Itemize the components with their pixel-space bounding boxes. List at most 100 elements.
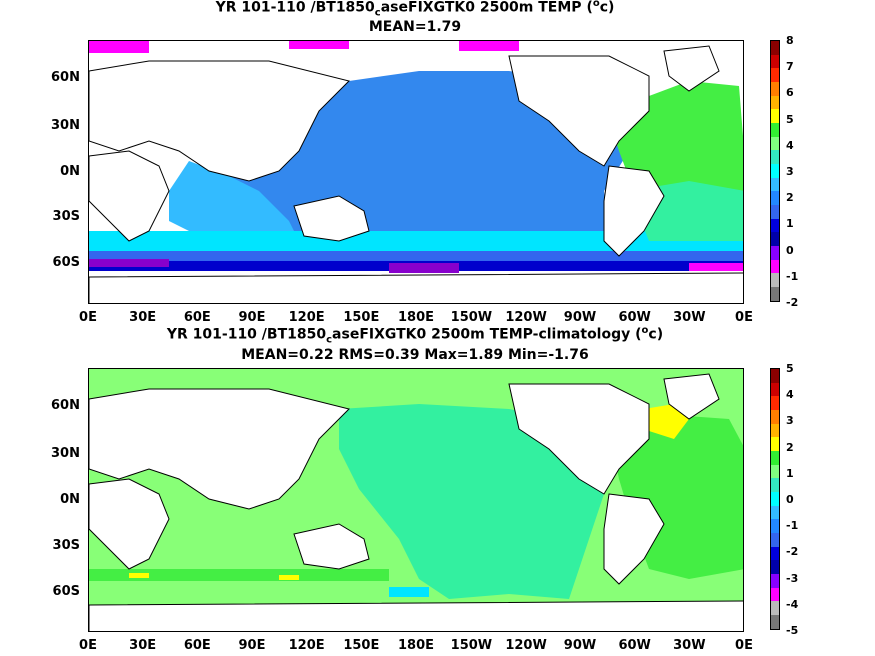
bottom-map-svg xyxy=(89,369,743,631)
bottom-lat-label: 60S xyxy=(52,584,80,599)
southern-yellow-patch xyxy=(129,573,149,578)
bottom-map-title: YR 101-110 /BT1850caseFIXGTK0 2500m TEMP… xyxy=(166,325,664,346)
top-map-svg xyxy=(89,41,743,303)
top-lat-label: 30N xyxy=(51,118,80,133)
lon-tick-label: 120W xyxy=(505,638,547,653)
land-south-america xyxy=(603,493,665,585)
colorbar-swatch xyxy=(771,82,779,96)
colorbar-swatch xyxy=(771,615,779,629)
colorbar-swatch xyxy=(771,123,779,137)
top-map-subtitle: MEAN=1.79 xyxy=(368,19,462,35)
colorbar-swatch xyxy=(771,109,779,124)
colorbar-swatch xyxy=(771,396,779,411)
southern-yellow-patch-2 xyxy=(279,575,299,580)
lon-tick-label: 60W xyxy=(618,638,651,653)
colorbar-swatch xyxy=(771,177,779,192)
lon-tick-label: 90E xyxy=(238,638,266,653)
land-greenland xyxy=(663,45,720,92)
colorbar-swatch xyxy=(771,41,779,55)
lon-tick-label: 30E xyxy=(129,310,157,325)
colorbar-swatch xyxy=(771,587,779,602)
bottom-map-subtitle: MEAN=0.22 RMS=0.39 Max=1.89 Min=-1.76 xyxy=(241,347,589,363)
north-atlantic-yellow xyxy=(644,404,689,439)
lon-tick-label: 120E xyxy=(288,310,325,325)
land-australia xyxy=(293,195,370,242)
land-north-america xyxy=(508,55,650,167)
lon-tick-label: 150W xyxy=(450,310,493,325)
bottom-lat-label: 0N xyxy=(60,492,80,507)
colorbar-tick-label: -1 xyxy=(786,269,799,283)
lon-tick-label: 0E xyxy=(735,638,753,653)
land-antarctica xyxy=(89,272,743,303)
colorbar-tick-label: 0 xyxy=(786,243,794,257)
colorbar-tick-label: 6 xyxy=(786,86,794,100)
colorbar-swatch xyxy=(771,136,779,151)
colorbar-swatch xyxy=(771,232,779,247)
colorbar-swatch xyxy=(771,68,779,83)
colorbar-tick-label: 4 xyxy=(786,388,794,402)
colorbar-swatch xyxy=(771,519,779,534)
southern-purple-patch xyxy=(89,259,169,267)
lon-tick-label: 150E xyxy=(343,310,380,325)
lon-tick-label: 60W xyxy=(618,310,651,325)
bottom-lat-label: 30N xyxy=(51,446,80,461)
colorbar-swatch xyxy=(771,478,779,493)
colorbar-swatch xyxy=(771,191,779,206)
southern-cyan-patch xyxy=(389,587,429,597)
arctic-magenta-east2 xyxy=(459,41,519,51)
southern-purple-patch-2 xyxy=(389,263,459,273)
bottom-lat-label: 30S xyxy=(52,538,80,553)
lon-tick-label: 30W xyxy=(673,638,706,653)
lon-tick-label: 30E xyxy=(129,638,157,653)
land-eurasia xyxy=(89,388,350,510)
colorbar-swatch xyxy=(771,410,779,424)
colorbar-swatch xyxy=(771,150,779,165)
bottom-map-panel xyxy=(88,368,744,632)
lon-tick-label: 90E xyxy=(238,310,266,325)
colorbar-tick-label: 7 xyxy=(786,60,794,74)
colorbar-tick-label: -2 xyxy=(786,545,799,559)
colorbar-swatch xyxy=(771,218,779,233)
colorbar-swatch xyxy=(771,382,779,397)
colorbar-tick-label: 2 xyxy=(786,440,794,454)
colorbar-swatch xyxy=(771,369,779,383)
top-lat-label: 60S xyxy=(52,255,80,270)
land-north-america xyxy=(508,383,650,495)
bottom-lat-label: 60N xyxy=(51,398,80,413)
colorbar-swatch xyxy=(771,259,779,274)
colorbar-swatch xyxy=(771,423,779,438)
lon-tick-label: 180E xyxy=(397,638,435,653)
colorbar-tick-label: 1 xyxy=(786,466,794,480)
lon-tick-label: 60E xyxy=(183,638,211,653)
colorbar-tick-label: 4 xyxy=(786,138,794,152)
colorbar-tick-label: 2 xyxy=(786,191,794,205)
land-south-america xyxy=(603,165,665,257)
colorbar-tick-label: 8 xyxy=(786,34,794,47)
colorbar-swatch xyxy=(771,505,779,520)
lon-tick-label: 120E xyxy=(288,638,325,653)
southern-green-band xyxy=(89,569,389,581)
colorbar-swatch xyxy=(771,437,779,452)
colorbar-tick-label: 0 xyxy=(786,493,794,506)
colorbar-tick-label: 3 xyxy=(786,165,794,178)
colorbar-tick-label: -5 xyxy=(786,624,799,637)
lon-tick-label: 150E xyxy=(343,638,380,653)
top-lat-label: 30S xyxy=(52,209,80,224)
colorbar-swatch xyxy=(771,533,779,547)
land-africa xyxy=(89,150,170,242)
colorbar-swatch xyxy=(771,54,779,69)
colorbar-swatch xyxy=(771,95,779,110)
colorbar-tick-label: -2 xyxy=(786,296,799,309)
southern-magenta-patch xyxy=(689,263,743,271)
colorbar-tick-label: -1 xyxy=(786,519,799,533)
colorbar-swatch xyxy=(771,451,779,465)
colorbar-swatch xyxy=(771,164,779,178)
land-australia xyxy=(293,523,370,570)
lon-tick-label: 0E xyxy=(79,310,97,325)
colorbar-tick-label: 5 xyxy=(786,362,794,375)
colorbar-swatch xyxy=(771,205,779,219)
top-lat-label: 0N xyxy=(60,164,80,179)
indian-ocean-region xyxy=(169,161,299,241)
colorbar-swatch xyxy=(771,464,779,479)
colorbar-swatch xyxy=(771,546,779,561)
